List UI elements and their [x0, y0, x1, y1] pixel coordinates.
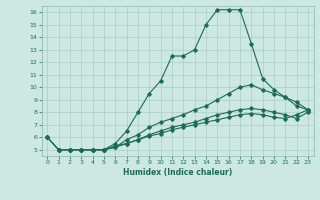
X-axis label: Humidex (Indice chaleur): Humidex (Indice chaleur)	[123, 168, 232, 177]
